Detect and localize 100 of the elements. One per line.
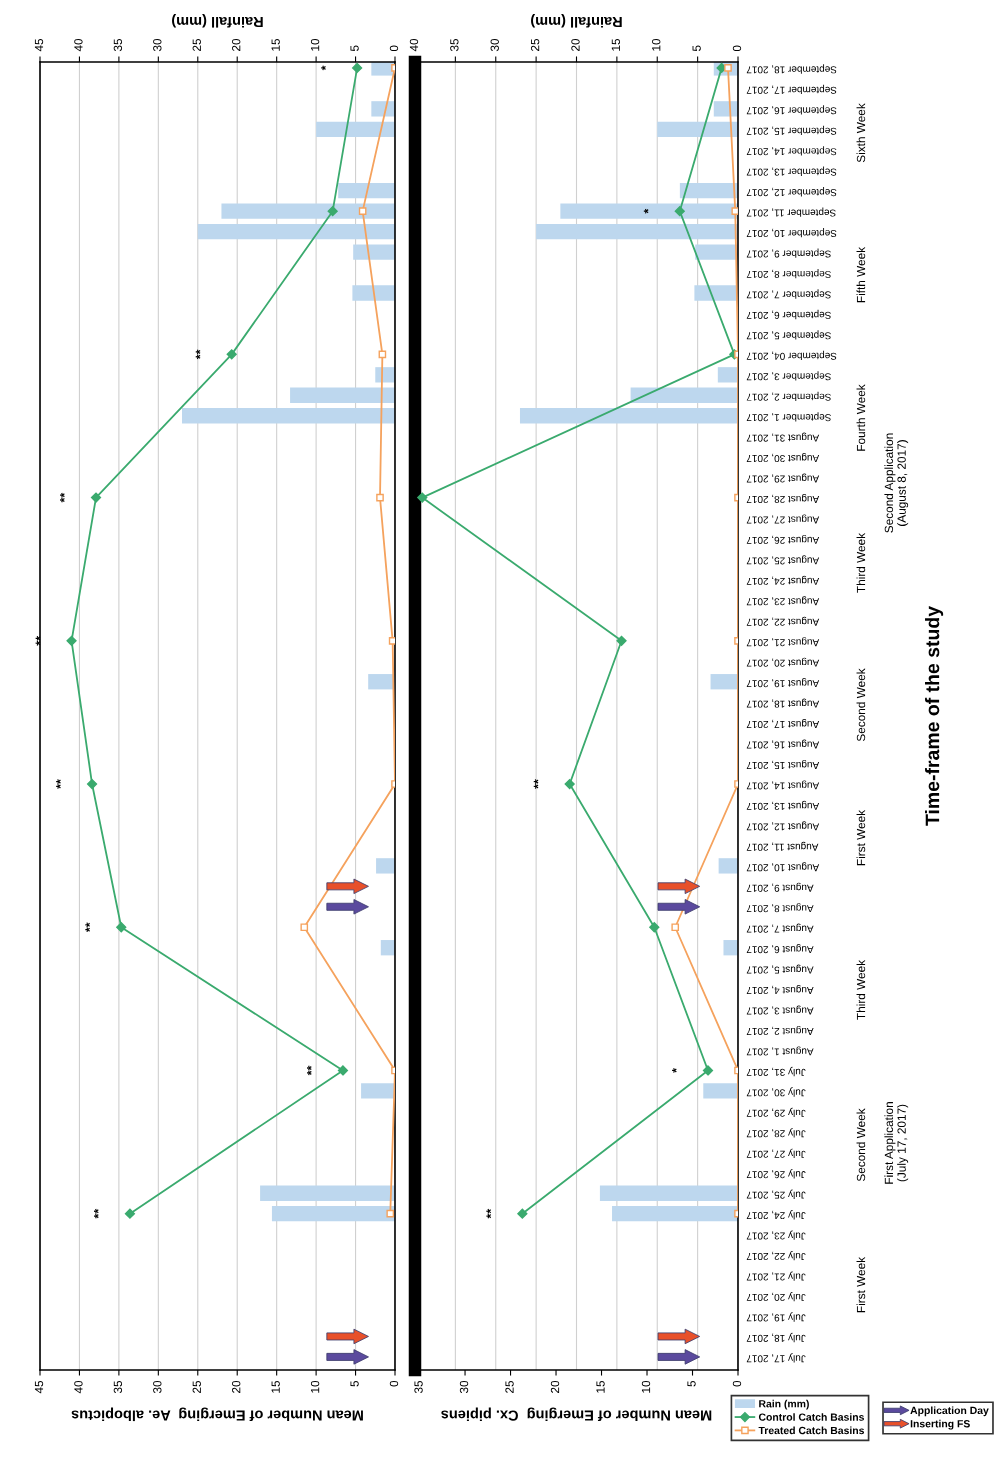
x-tick-label: 25 [192,38,201,51]
x2-axis-title: Rainfall (mm) [531,14,622,28]
x-tick-label: 30 [153,38,162,52]
y-tick-label: August 14, 2017 [746,780,820,790]
bar [375,367,395,383]
y-tick-label: July 26, 2017 [746,1169,806,1179]
y-tick-label: August 2, 2017 [746,1025,814,1035]
text: Sixth Week [856,103,866,163]
y-tick-label: August 3, 2017 [746,1005,814,1015]
point [66,635,77,646]
y-tick-label: September 10, 2017 [746,227,837,238]
y-tick-label: September 12, 2017 [746,187,837,197]
point [352,62,363,74]
y-tick-label: August 13, 2017 [746,800,820,810]
y-tick-label: August 26, 2017 [746,534,820,544]
legend-label: Control Catch Basins [758,1413,864,1421]
legend-label: Rain (mm) [759,1399,809,1410]
y-tick-label: August 28, 2017 [746,493,820,504]
x-tick-label: 40 [74,38,83,52]
y-tick-label: September 15, 2017 [746,125,837,136]
legend-label: Application Day [910,1406,989,1417]
y-tick-label: July 19, 2017 [746,1312,806,1322]
point [564,778,575,790]
annotation: ** [195,349,201,360]
point [327,206,338,217]
x-tick-label: 0 [732,1380,742,1387]
y-tick-label: July 20, 2017 [746,1291,806,1302]
y-tick-label: August 19, 2017 [746,678,820,688]
bar [376,858,395,874]
point [674,206,685,217]
y-tick-label: September 18, 2017 [746,64,837,74]
y-tick-label: August 21, 2017 [746,637,820,647]
annotation: ** [56,779,61,789]
y-tick-label: September 5, 2017 [746,330,831,340]
annotation: ** [35,635,41,646]
point [731,207,738,215]
y-tick-label: July 23, 2017 [746,1230,806,1240]
y-tick-label: August 11, 2017 [746,841,819,851]
annotation: ** [533,779,539,789]
y-tick-label: August 10, 2017 [746,862,820,872]
y-tick-label: September 13, 2017 [746,166,837,176]
y-tick-label: September 6, 2017 [746,309,831,320]
text: Second Week [856,668,866,742]
y-tick-label: August 29, 2017 [746,473,820,483]
y-tick-label: July 28, 2017 [746,1128,806,1138]
y-tick-label: August 24, 2017 [746,575,820,585]
y-tick-label: July 27, 2017 [746,1148,806,1159]
y-tick-label: August 7, 2017 [746,923,814,933]
text: Second Application (August 8, 2017) [884,433,909,533]
x-tick-label: 10 [310,38,320,51]
bar [353,244,395,260]
annotation: ** [85,922,90,933]
x-tick-label: 20 [550,1380,560,1393]
y-tick-label: September 8, 2017 [746,268,831,279]
y-tick-label: August 16, 2017 [746,739,820,749]
bar [221,203,395,219]
legend-label: Treated Catch Basins [758,1426,865,1435]
x-axis-title: Mean Number of Emerging Ae. albopictus [71,1407,363,1422]
y-tick-label: August 31, 2017 [746,432,820,442]
point [358,207,367,215]
y-tick-label: September 17, 2017 [746,84,837,95]
y-tick-label: September 9, 2017 [746,248,831,258]
text: Second Week [856,1108,866,1182]
y-tick-label: August 22, 2017 [746,616,820,626]
text: Fourth Week [856,384,866,451]
annotation: ** [486,1208,492,1219]
annotation: * [643,208,649,214]
point [388,636,395,645]
y-tick-label: August 25, 2017 [746,555,820,565]
bar [290,387,395,403]
bar [260,1185,395,1201]
x-tick-label: 5 [350,45,359,52]
y-tick-label: August 9, 2017 [746,882,814,892]
y-tick-label: September 1, 2017 [746,412,831,422]
x-tick-label: 0 [389,45,399,52]
point [386,1209,395,1218]
bar [361,1083,395,1099]
y-tick-label: July 29, 2017 [746,1107,806,1118]
x-tick-label: 30 [459,1380,469,1394]
y-tick-label: August 15, 2017 [746,759,820,769]
x-axis-title: Mean Number of Emerging Cx. pipiens [441,1407,712,1422]
point [116,922,127,933]
y-tick-label: July 25, 2017 [746,1189,806,1199]
y-tick-label: July 21, 2017 [746,1271,806,1281]
point [417,492,428,503]
y-tick-label: September 16, 2017 [746,105,837,115]
annotation: * [321,65,326,71]
point [337,1065,349,1076]
y-tick-label: September 2, 2017 [746,391,831,401]
bar [316,121,395,137]
bar [338,183,395,199]
x-tick-label: 10 [641,1380,651,1393]
text: Third Week [856,959,866,1020]
y-tick-label: July 30, 2017 [746,1087,806,1097]
y-tick-label: August 4, 2017 [746,985,814,995]
y-tick-label: August 23, 2017 [746,596,820,606]
y-tick-label: September 14, 2017 [746,146,837,156]
y-tick-label: July 17, 2017 [746,1353,806,1363]
y-tick-label: August 20, 2017 [746,657,820,667]
y-tick-label: September 7, 2017 [746,289,831,299]
